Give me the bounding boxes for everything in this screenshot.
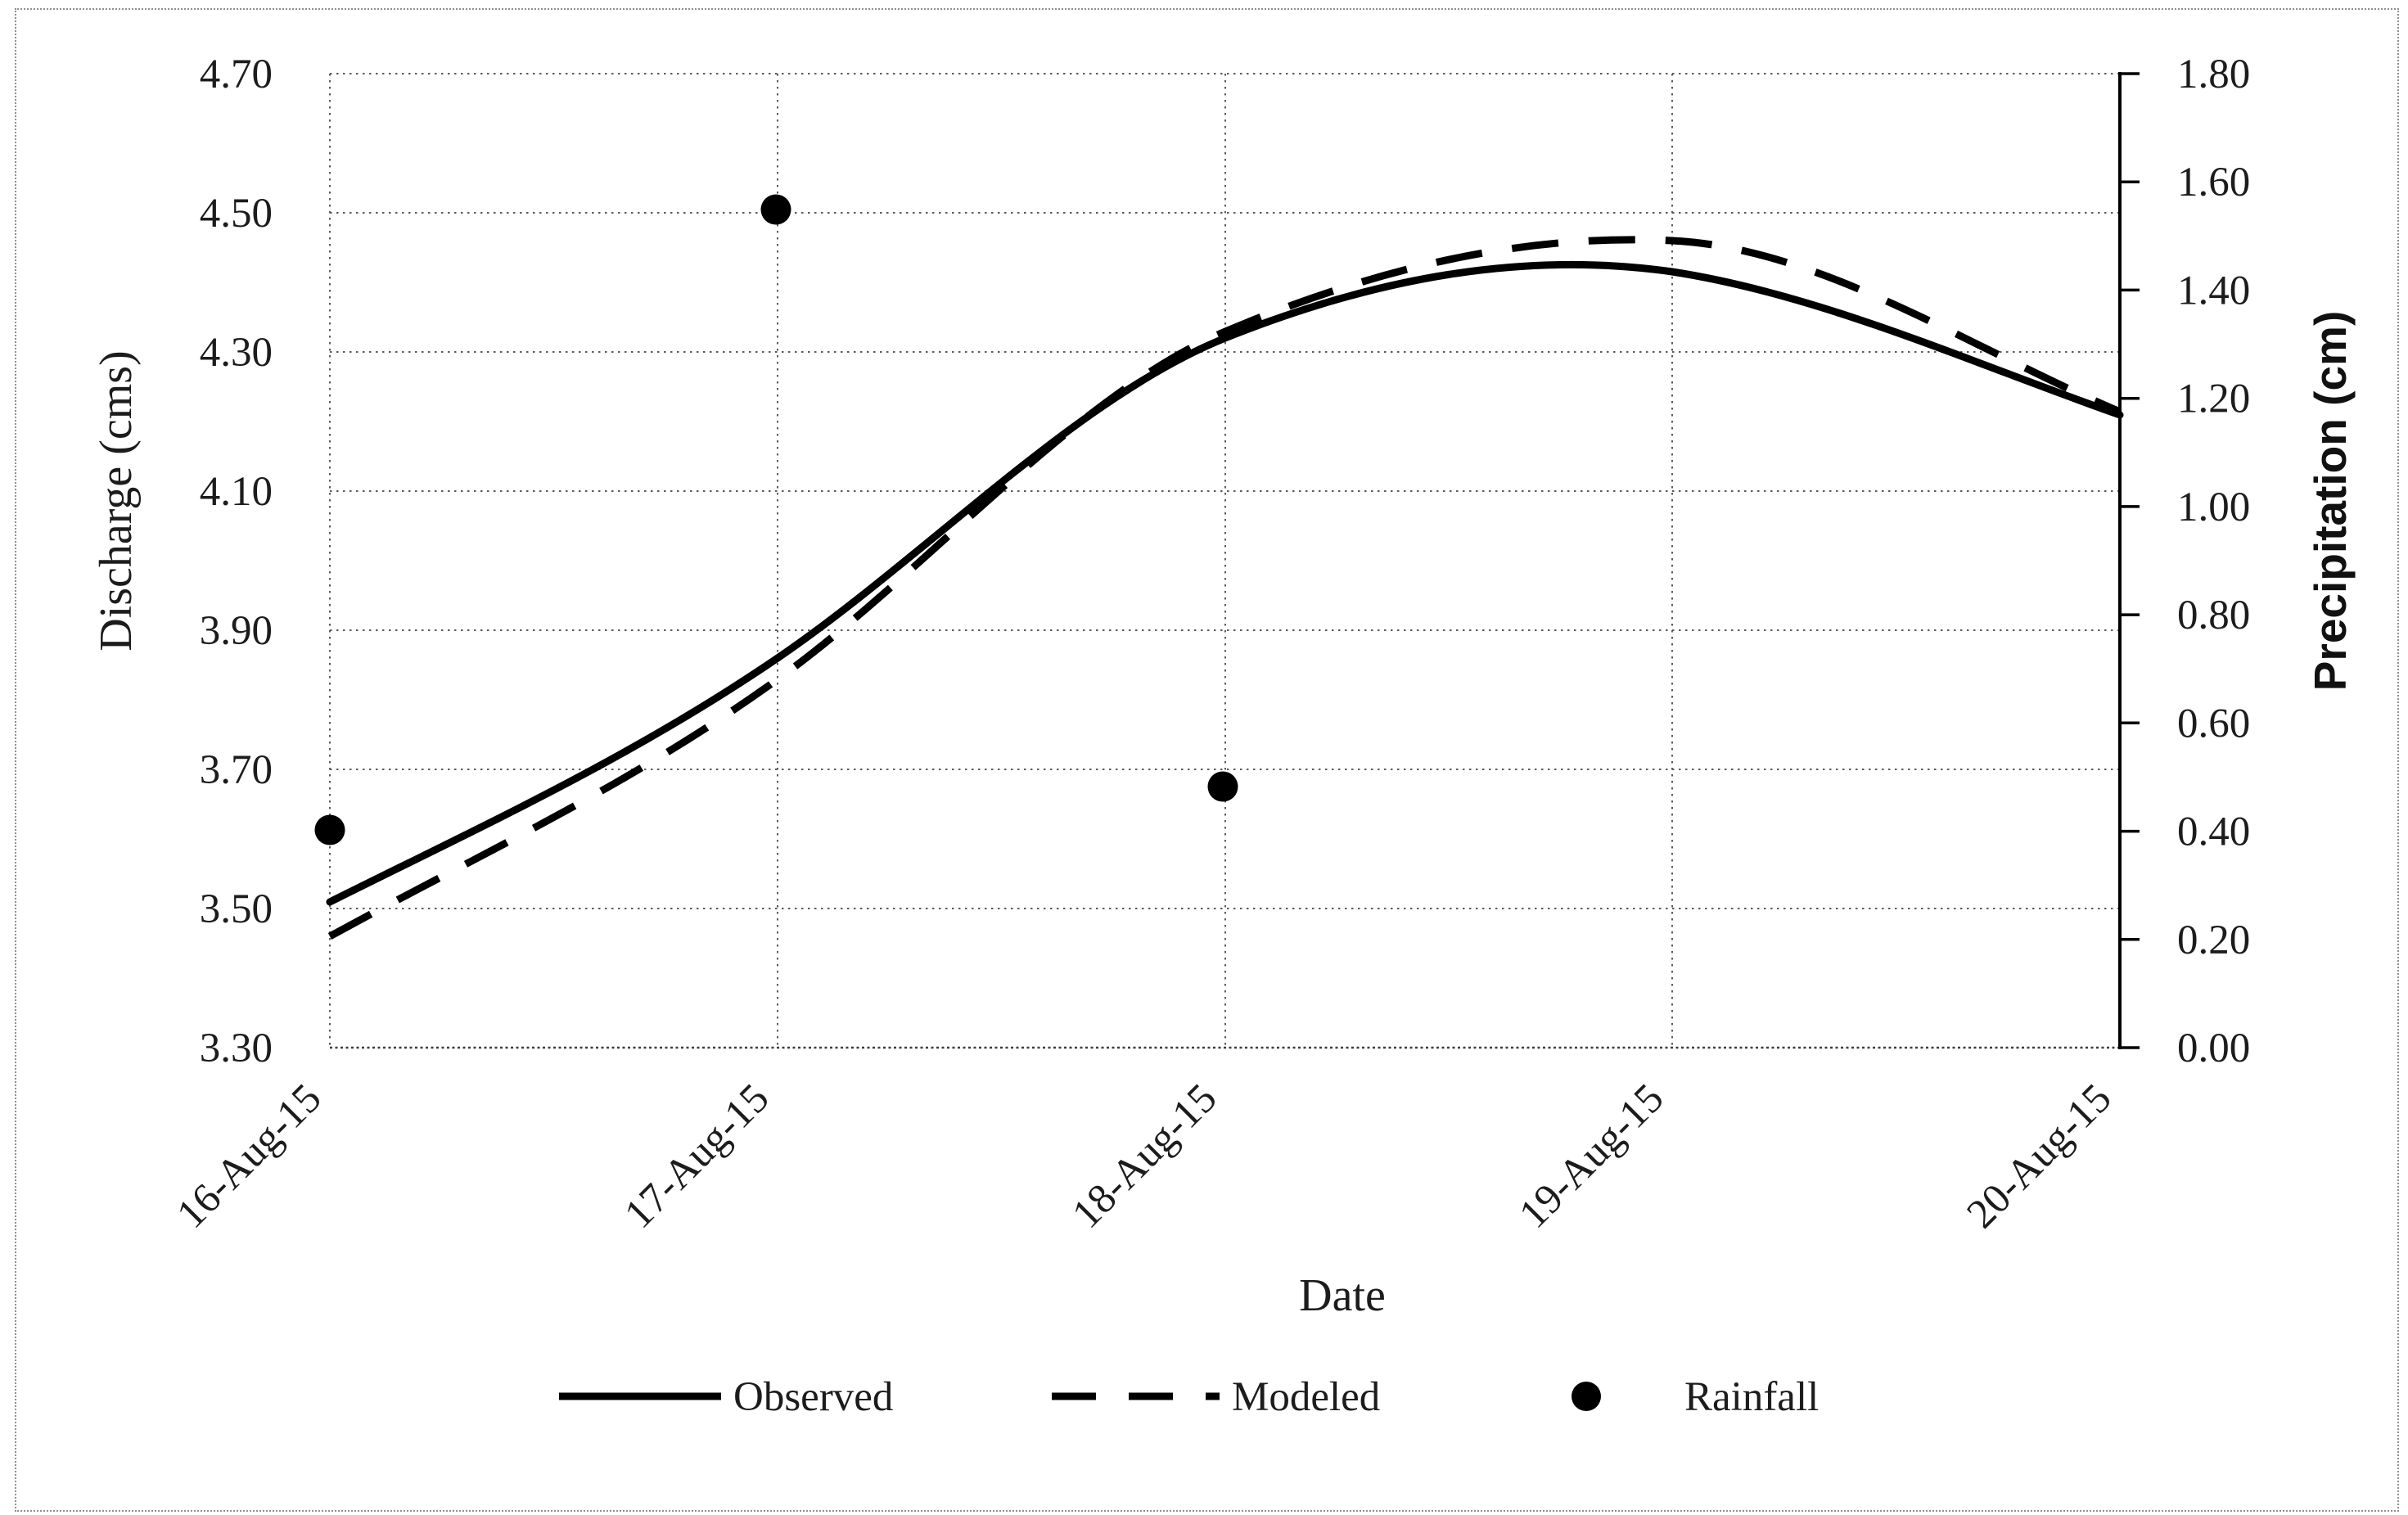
x-axis-tick-labels: 16-Aug-15 17-Aug-15 18-Aug-15 19-Aug-15 … — [169, 1075, 2121, 1238]
x-tick-label-18-aug: 18-Aug-15 — [1064, 1075, 1226, 1238]
right-tick-label: 0.80 — [2177, 593, 2250, 638]
legend-rainfall-label: Rainfall — [1684, 1374, 1819, 1420]
right-tick-label: 1.40 — [2177, 268, 2250, 313]
rainfall-point-18-aug — [1207, 771, 1238, 802]
modeled-line — [327, 236, 2122, 940]
left-axis-tick-labels: 4.70 4.50 4.30 4.10 3.90 3.70 3.50 3.30 — [200, 52, 273, 1071]
chart-legend: Observed Modeled Rainfall — [559, 1374, 1819, 1420]
x-tick-label-17-aug: 17-Aug-15 — [616, 1075, 778, 1238]
left-tick-label: 3.70 — [200, 747, 273, 793]
right-tick-label: 0.20 — [2177, 918, 2250, 963]
left-tick-label: 4.30 — [200, 330, 273, 376]
left-tick-label: 3.90 — [200, 608, 273, 654]
right-tick-label: 1.60 — [2177, 160, 2250, 205]
left-tick-label: 3.30 — [200, 1026, 273, 1071]
legend-rainfall-marker — [1572, 1382, 1601, 1411]
left-tick-label: 4.50 — [200, 191, 273, 237]
right-axis-ticks — [2120, 72, 2140, 1049]
legend-modeled-label: Modeled — [1232, 1374, 1380, 1420]
right-axis-tick-labels: 1.80 1.60 1.40 1.20 1.00 0.80 0.60 0.40 … — [2177, 52, 2250, 1071]
right-tick-label: 1.80 — [2177, 52, 2250, 97]
left-tick-label: 4.70 — [200, 52, 273, 97]
x-tick-label-20-aug: 20-Aug-15 — [1959, 1075, 2121, 1238]
right-tick-label: 1.20 — [2177, 376, 2250, 422]
left-tick-label: 4.10 — [200, 469, 273, 515]
right-axis-title: Precipitation (cm) — [2305, 311, 2356, 692]
legend-observed-label: Observed — [733, 1374, 893, 1420]
legend-item-observed: Observed — [559, 1374, 893, 1420]
legend-item-modeled: Modeled — [1052, 1374, 1380, 1420]
x-tick-label-19-aug: 19-Aug-15 — [1511, 1075, 1673, 1238]
rainfall-point-16-aug — [314, 814, 345, 845]
rainfall-points — [314, 194, 1238, 845]
vertical-gridlines — [329, 74, 1673, 1048]
observed-line — [326, 260, 2124, 906]
left-tick-label: 3.50 — [200, 886, 273, 932]
right-tick-label: 0.60 — [2177, 701, 2250, 746]
right-tick-label: 1.00 — [2177, 485, 2250, 530]
x-tick-label-16-aug: 16-Aug-15 — [169, 1075, 331, 1238]
right-tick-label: 0.00 — [2177, 1026, 2250, 1071]
x-axis-title: Date — [1299, 1270, 1386, 1321]
right-tick-label: 0.40 — [2177, 809, 2250, 855]
left-axis-title: Discharge (cms) — [91, 350, 142, 652]
legend-item-rainfall: Rainfall — [1572, 1374, 1819, 1420]
rainfall-point-17-aug — [760, 194, 791, 225]
